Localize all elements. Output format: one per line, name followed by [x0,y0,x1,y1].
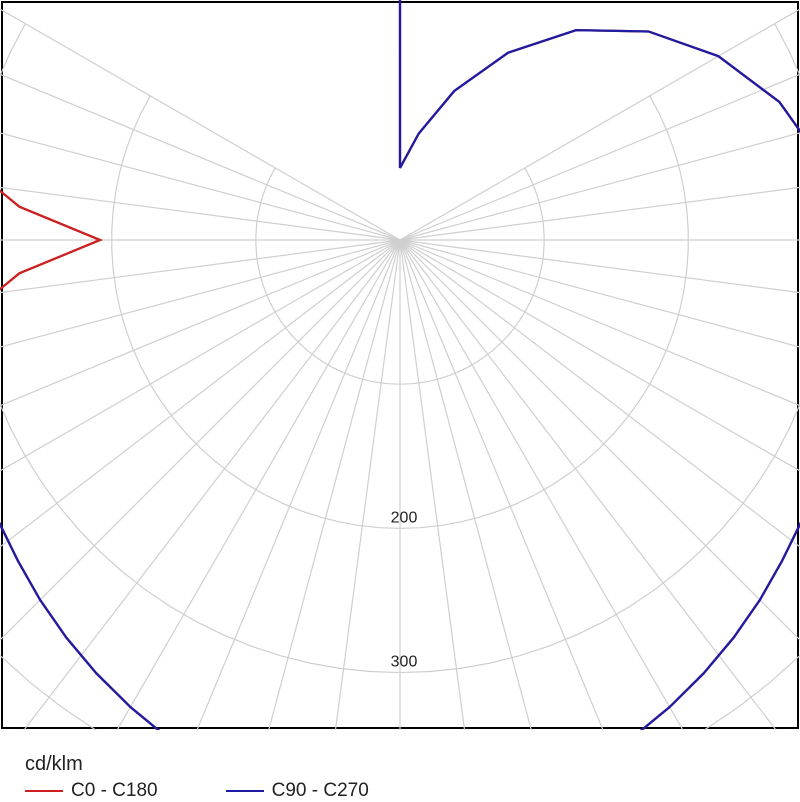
angle-spoke-112.5 [400,3,800,240]
angle-spoke--37.5 [23,240,400,730]
angle-spoke-67.5 [400,240,800,477]
angle-spoke-82.5 [400,240,800,321]
radial-label-layer: 200 300 [391,509,418,670]
angle-spoke--30.0 [90,240,400,730]
angle-spoke-15.0 [400,240,560,730]
angle-spoke--120.0 [0,0,400,240]
angle-spoke--52.5 [0,240,400,617]
legend-item-c0c180[interactable]: C0 - C180 [25,780,158,802]
angle-spoke--7.5 [319,240,400,730]
angle-spoke--105.0 [0,80,400,240]
angle-spoke-97.5 [400,159,800,240]
angle-spoke-120.0 [400,0,800,240]
legend-container: cd/klm C0 - C180 C90 - C270 [25,753,785,802]
legend-title: cd/klm [25,753,785,776]
legend-label-c90c270: C90 - C270 [272,780,369,802]
angle-spoke--97.5 [0,159,400,240]
legend-swatch-c0c180 [25,790,63,792]
legend-swatch-c90c270 [226,790,264,792]
angle-spoke-30.0 [400,240,710,730]
angle-spoke--82.5 [0,240,400,321]
legend-label-c0c180: C0 - C180 [71,780,158,802]
angle-spoke--75.0 [0,240,400,400]
legend-item-c90c270[interactable]: C90 - C270 [226,780,369,802]
angle-spoke-37.5 [400,240,777,730]
legend-items-row: C0 - C180 C90 - C270 [25,780,785,802]
polar-chart-root: 0°0°15°15°30°30°45°45°60°60°75°75°90°90°… [0,0,800,800]
angle-spoke--45.0 [0,240,400,678]
angle-spoke--15.0 [240,240,400,730]
radial-axis-label-300: 300 [391,654,418,671]
polar-chart-svg: 0°0°15°15°30°30°45°45°60°60°75°75°90°90°… [0,0,800,730]
angle-spoke--112.5 [0,3,400,240]
angle-spoke-75.0 [400,240,800,400]
angle-spoke-105.0 [400,80,800,240]
angle-spoke--67.5 [0,240,400,477]
angle-spoke-52.5 [400,240,800,617]
radial-axis-label-200: 200 [391,509,418,526]
angle-spoke-45.0 [400,240,800,678]
